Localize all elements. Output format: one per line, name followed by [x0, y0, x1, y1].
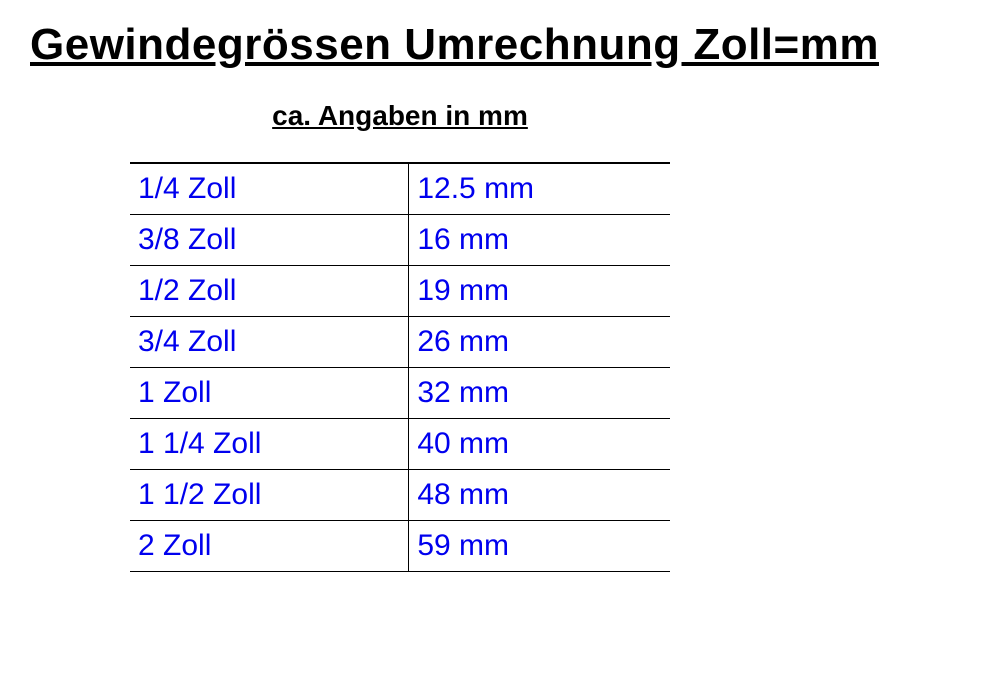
conversion-table: 1/4 Zoll 12.5 mm 3/8 Zoll 16 mm 1/2 Zoll… [130, 162, 670, 572]
mm-cell: 40 mm [409, 419, 670, 470]
table-wrapper: 1/4 Zoll 12.5 mm 3/8 Zoll 16 mm 1/2 Zoll… [30, 162, 970, 572]
zoll-cell: 1/2 Zoll [130, 266, 409, 317]
zoll-cell: 1 Zoll [130, 368, 409, 419]
zoll-cell: 1 1/2 Zoll [130, 470, 409, 521]
mm-cell: 32 mm [409, 368, 670, 419]
zoll-cell: 3/4 Zoll [130, 317, 409, 368]
table-row: 1/4 Zoll 12.5 mm [130, 163, 670, 215]
mm-cell: 16 mm [409, 215, 670, 266]
table-row: 1 Zoll 32 mm [130, 368, 670, 419]
zoll-cell: 1/4 Zoll [130, 163, 409, 215]
zoll-cell: 1 1/4 Zoll [130, 419, 409, 470]
table-row: 1 1/4 Zoll 40 mm [130, 419, 670, 470]
mm-cell: 26 mm [409, 317, 670, 368]
mm-cell: 19 mm [409, 266, 670, 317]
page-subtitle: ca. Angaben in mm [30, 100, 970, 132]
table-row: 3/8 Zoll 16 mm [130, 215, 670, 266]
page-title: Gewindegrössen Umrechnung Zoll=mm [30, 20, 970, 70]
mm-cell: 48 mm [409, 470, 670, 521]
mm-cell: 12.5 mm [409, 163, 670, 215]
zoll-cell: 2 Zoll [130, 521, 409, 572]
table-row: 3/4 Zoll 26 mm [130, 317, 670, 368]
table-row: 1 1/2 Zoll 48 mm [130, 470, 670, 521]
zoll-cell: 3/8 Zoll [130, 215, 409, 266]
page-container: Gewindegrössen Umrechnung Zoll=mm ca. An… [0, 0, 1000, 592]
table-row: 1/2 Zoll 19 mm [130, 266, 670, 317]
mm-cell: 59 mm [409, 521, 670, 572]
table-row: 2 Zoll 59 mm [130, 521, 670, 572]
